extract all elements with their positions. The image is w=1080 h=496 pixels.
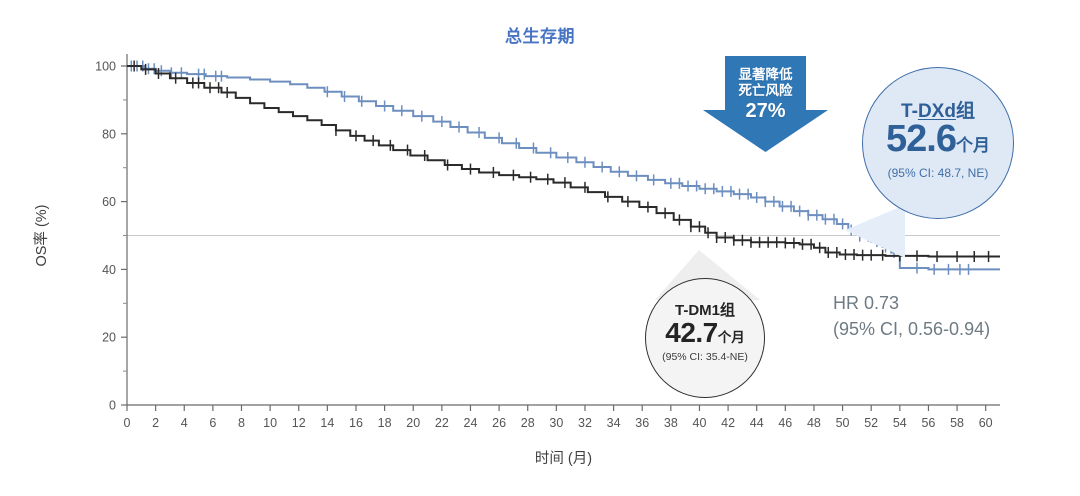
x-tick-label: 52	[864, 416, 878, 430]
tdm1-group-label: T-DM1组	[674, 302, 735, 319]
tdm1-confidence-interval: (95% CI: 35.4-NE)	[662, 351, 748, 363]
x-tick-label: 12	[292, 416, 306, 430]
x-tick-label: 24	[464, 416, 478, 430]
hazard-ratio-ci: (95% CI, 0.56-0.94)	[833, 319, 991, 340]
x-tick-label: 36	[635, 416, 649, 430]
risk-reduction-text: 显著降低 死亡风险 27%	[703, 67, 828, 123]
y-tick-label: 0	[109, 399, 116, 413]
x-tick-label: 10	[263, 416, 277, 430]
y-tick-label: 60	[102, 195, 116, 209]
risk-reduction-callout: 显著降低 死亡风险 27%	[703, 56, 828, 152]
x-tick-label: 26	[492, 416, 506, 430]
x-tick-label: 6	[209, 416, 216, 430]
y-axis-title: OS率 (%)	[33, 204, 50, 266]
x-tick-label: 18	[378, 416, 392, 430]
x-tick-label: 54	[893, 416, 907, 430]
callout-percent: 27%	[745, 99, 786, 122]
x-tick-label: 44	[750, 416, 764, 430]
x-tick-label: 30	[549, 416, 563, 430]
x-tick-label: 8	[238, 416, 245, 430]
x-tick-label: 58	[950, 416, 964, 430]
y-tick-label: 20	[102, 331, 116, 345]
callout-line-1: 显著降低	[738, 67, 793, 82]
hazard-ratio-stats: HR 0.73 (95% CI, 0.56-0.94)	[833, 290, 990, 342]
x-tick-label: 56	[921, 416, 935, 430]
x-tick-label: 22	[435, 416, 449, 430]
hazard-ratio-value: HR 0.73	[833, 293, 900, 313]
tdxd-median-value: 52.6个月	[886, 118, 990, 160]
x-tick-label: 46	[778, 416, 792, 430]
tdxd-group-label: T-DXd组	[901, 101, 975, 122]
tdxd-confidence-interval: (95% CI: 48.7, NE)	[887, 166, 989, 180]
x-tick-label: 34	[607, 416, 621, 430]
tdm1-median-value: 42.7个月	[665, 317, 745, 348]
down-arrow-icon	[703, 56, 828, 152]
y-tick-label: 80	[102, 127, 116, 141]
x-tick-label: 4	[181, 416, 188, 430]
tdm1-median-bubble: T-DM1组 42.7个月 (95% CI: 35.4-NE)	[645, 278, 765, 398]
y-tick-label: 100	[95, 60, 116, 74]
x-tick-label: 0	[124, 416, 131, 430]
x-tick-label: 48	[807, 416, 821, 430]
y-tick-label: 40	[102, 263, 116, 277]
callout-line-2: 死亡风险	[738, 82, 793, 98]
x-tick-label: 50	[836, 416, 850, 430]
x-tick-label: 2	[152, 416, 159, 430]
x-tick-label: 60	[979, 416, 993, 430]
x-tick-label: 28	[521, 416, 535, 430]
x-tick-label: 42	[721, 416, 735, 430]
x-tick-label: 16	[349, 416, 363, 430]
x-tick-label: 20	[406, 416, 420, 430]
x-axis-title: 时间 (月)	[535, 450, 592, 467]
tdxd-median-bubble: T-DXd组 52.6个月 (95% CI: 48.7, NE)	[862, 67, 1014, 219]
x-tick-label: 14	[320, 416, 334, 430]
x-tick-label: 38	[664, 416, 678, 430]
x-tick-label: 32	[578, 416, 592, 430]
x-tick-label: 40	[693, 416, 707, 430]
page-title: 总生存期	[505, 27, 575, 46]
